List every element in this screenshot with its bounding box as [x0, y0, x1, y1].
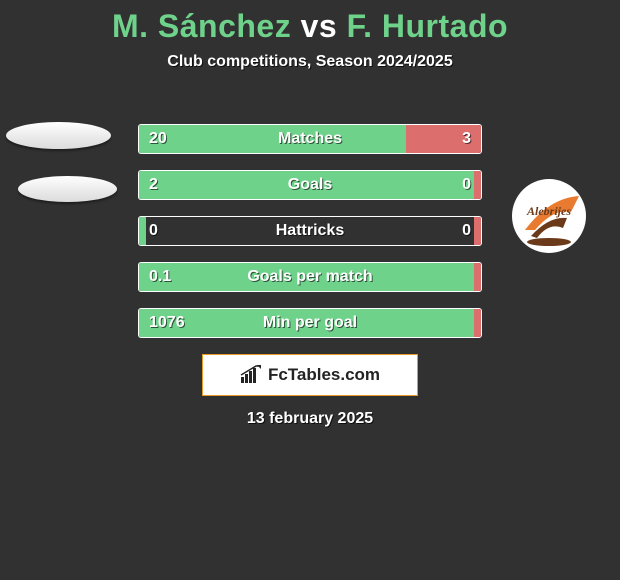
stat-row: Min per goal1076	[138, 308, 482, 338]
svg-text:Alebrijes: Alebrijes	[526, 204, 571, 218]
stat-row: Goals per match0.1	[138, 262, 482, 292]
stats-panel: Matches203Goals20Hattricks00Goals per ma…	[138, 124, 482, 354]
comparison-title: M. Sánchez vs F. Hurtado	[0, 0, 620, 45]
stat-value-right: 0	[462, 171, 471, 199]
stat-value-left: 2	[149, 171, 158, 199]
stat-row: Goals2 0	[138, 170, 482, 200]
brand-text: FcTables.com	[268, 365, 380, 385]
stat-label: Matches	[139, 125, 481, 153]
stat-row: Hattricks0 0	[138, 216, 482, 246]
stat-value-left: 20	[149, 125, 167, 153]
player1-name: M. Sánchez	[112, 8, 291, 44]
stat-value-left: 0.1	[149, 263, 171, 291]
subtitle: Club competitions, Season 2024/2025	[0, 53, 620, 71]
brand-watermark: FcTables.com	[202, 354, 418, 396]
team-badge-right: Alebrijes	[509, 160, 614, 265]
badge-left-ellipse-1	[6, 122, 111, 149]
team-badge-left	[6, 100, 111, 205]
stat-label: Goals	[139, 171, 481, 199]
stat-value-left: 0	[149, 217, 158, 245]
stat-value-right: 3	[462, 125, 471, 153]
badge-left-ellipse-2	[18, 176, 117, 202]
stat-label: Hattricks	[139, 217, 481, 245]
stat-value-left: 1076	[149, 309, 185, 337]
brand-chart-icon	[240, 365, 262, 385]
date-label: 13 february 2025	[0, 410, 620, 428]
stat-label: Min per goal	[139, 309, 481, 337]
stat-row: Matches20 3	[138, 124, 482, 154]
alebrijes-logo-icon: Alebrijes	[509, 160, 614, 265]
player2-name: F. Hurtado	[347, 8, 508, 44]
stat-value-right: 0	[462, 217, 471, 245]
vs-text: vs	[301, 8, 338, 44]
stat-label: Goals per match	[139, 263, 481, 291]
